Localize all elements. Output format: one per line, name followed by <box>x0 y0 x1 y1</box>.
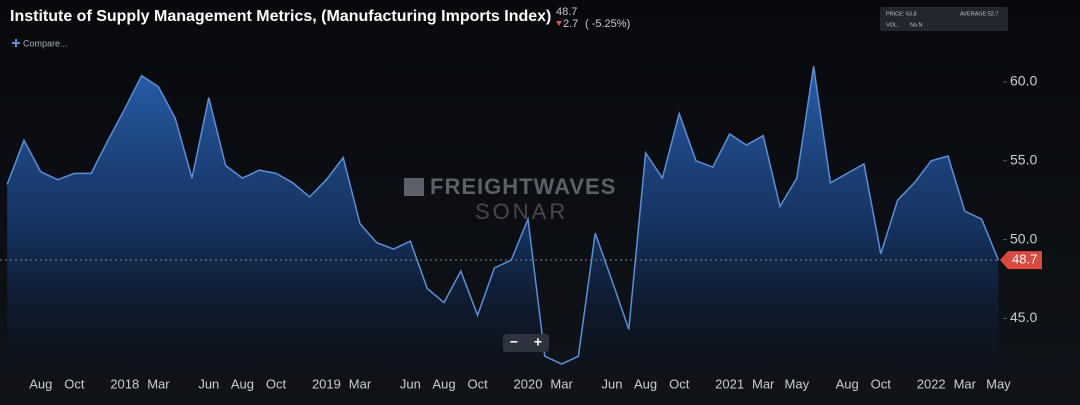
compare-button[interactable]: Compare... <box>12 38 68 48</box>
zoom-controls <box>503 334 549 352</box>
change-pct: ( -5.25%) <box>585 18 630 30</box>
plot-area <box>0 66 1003 372</box>
y-tick-label: 45.0 <box>1010 309 1037 325</box>
compare-label[interactable]: Compare... <box>23 38 68 48</box>
x-tick-label: Mar <box>147 376 170 391</box>
x-tick-label: Aug <box>634 376 657 391</box>
down-arrow <box>556 21 562 26</box>
x-tick-label: Jun <box>400 376 421 391</box>
x-tick-label: Oct <box>266 376 287 391</box>
x-tick-label: Oct <box>871 376 892 391</box>
zoom-out[interactable]: − <box>510 334 518 350</box>
x-tick-label: 2022 <box>917 376 946 391</box>
x-tick-label: Aug <box>836 376 859 391</box>
change: 2.7 <box>563 18 578 30</box>
x-tick-label: Mar <box>550 376 573 391</box>
x-tick-label: Oct <box>467 376 488 391</box>
x-tick-label: Aug <box>231 376 254 391</box>
x-tick-label: Aug <box>432 376 455 391</box>
watermark: FREIGHTWAVES <box>430 174 616 199</box>
x-tick-label: 2020 <box>514 376 543 391</box>
info-price: PRICE: 53.8 <box>886 11 917 17</box>
last-value-label: 48.7 <box>1012 252 1037 267</box>
info-average: AVERAGE:52.7 <box>960 11 998 17</box>
x-tick-label: May <box>785 376 810 391</box>
x-tick-label: Mar <box>954 376 977 391</box>
x-tick-label: May <box>986 376 1011 391</box>
last-value-marker <box>1000 251 1042 270</box>
plus-icon <box>12 39 20 47</box>
info-box <box>880 7 1008 31</box>
zoom-in[interactable]: + <box>534 334 542 350</box>
x-tick-label: Mar <box>752 376 775 391</box>
x-tick-label: Aug <box>29 376 52 391</box>
line <box>6 66 1000 365</box>
x-tick-label: Jun <box>198 376 219 391</box>
x-tick-label: 2019 <box>312 376 341 391</box>
x-tick-label: Mar <box>349 376 372 391</box>
x-tick-label: Oct <box>669 376 690 391</box>
y-tick-label: 50.0 <box>1010 230 1037 246</box>
info-vol-value: Na N <box>910 22 923 28</box>
info-vol: VOL: <box>886 22 899 28</box>
x-tick-label: 2021 <box>715 376 744 391</box>
last-value: 48.7 <box>556 6 577 18</box>
x-tick-label: Oct <box>64 376 85 391</box>
chart-title: Institute of Supply Management Metrics, … <box>10 8 551 25</box>
watermark-logo <box>404 178 424 196</box>
watermark: SONAR <box>475 199 568 224</box>
y-tick-label: 55.0 <box>1010 151 1037 167</box>
x-tick-label: 2018 <box>110 376 139 391</box>
y-tick-label: 60.0 <box>1010 73 1037 89</box>
x-tick-label: Jun <box>602 376 623 391</box>
